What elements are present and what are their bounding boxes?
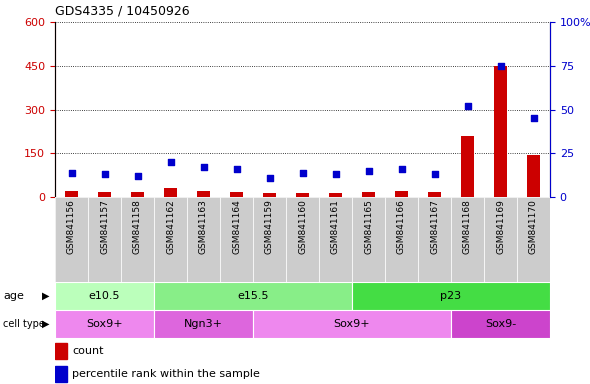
Text: GSM841157: GSM841157 [100, 200, 109, 255]
Point [133, 173, 142, 179]
Text: e10.5: e10.5 [88, 291, 120, 301]
Point [298, 169, 307, 175]
Text: cell type: cell type [3, 319, 45, 329]
Text: age: age [3, 291, 24, 301]
Bar [484, 197, 517, 282]
Bar [494, 66, 507, 197]
Point [166, 159, 175, 165]
Bar [253, 197, 286, 282]
Text: e15.5: e15.5 [237, 291, 269, 301]
Bar [65, 191, 78, 197]
Point [199, 164, 208, 170]
Bar [418, 197, 451, 282]
Point [463, 103, 472, 109]
Text: ▶: ▶ [41, 319, 49, 329]
Point [496, 63, 505, 69]
Point [397, 166, 407, 172]
Bar [451, 197, 484, 282]
Text: GSM841159: GSM841159 [265, 200, 274, 255]
Text: GSM841156: GSM841156 [67, 200, 76, 255]
Bar [352, 282, 550, 310]
Bar [286, 197, 319, 282]
Bar [362, 192, 375, 197]
Bar [395, 191, 408, 197]
Text: count: count [73, 346, 104, 356]
Text: GSM841168: GSM841168 [463, 200, 472, 255]
Bar [220, 197, 253, 282]
Point [364, 168, 373, 174]
Point [265, 175, 274, 181]
Bar [296, 193, 309, 197]
Bar [263, 193, 276, 197]
Bar [461, 136, 474, 197]
Text: GSM841165: GSM841165 [364, 200, 373, 255]
Text: Sox9+: Sox9+ [86, 319, 123, 329]
Bar [319, 197, 352, 282]
Bar [187, 197, 220, 282]
Point [529, 115, 538, 121]
Text: GSM841162: GSM841162 [166, 200, 175, 254]
Bar [197, 190, 210, 197]
Bar [154, 310, 253, 338]
Bar [55, 343, 67, 359]
Bar [55, 366, 67, 382]
Bar [154, 282, 352, 310]
Bar [451, 310, 550, 338]
Bar [88, 197, 121, 282]
Bar [527, 155, 540, 197]
Bar [230, 192, 243, 197]
Bar [253, 310, 451, 338]
Bar [517, 197, 550, 282]
Point [331, 171, 340, 177]
Bar [98, 192, 111, 197]
Bar [385, 197, 418, 282]
Bar [154, 197, 187, 282]
Text: Sox9-: Sox9- [485, 319, 516, 329]
Text: GSM841161: GSM841161 [331, 200, 340, 255]
Bar [55, 197, 88, 282]
Text: GSM841160: GSM841160 [298, 200, 307, 255]
Bar [55, 282, 154, 310]
Text: percentile rank within the sample: percentile rank within the sample [73, 369, 260, 379]
Text: GSM841167: GSM841167 [430, 200, 439, 255]
Bar [131, 192, 144, 197]
Text: GDS4335 / 10450926: GDS4335 / 10450926 [55, 5, 189, 18]
Text: GSM841158: GSM841158 [133, 200, 142, 255]
Text: Sox9+: Sox9+ [334, 319, 371, 329]
Bar [329, 193, 342, 197]
Text: GSM841164: GSM841164 [232, 200, 241, 254]
Text: Ngn3+: Ngn3+ [184, 319, 223, 329]
Bar [352, 197, 385, 282]
Point [232, 166, 241, 172]
Bar [55, 310, 154, 338]
Bar [121, 197, 154, 282]
Text: ▶: ▶ [41, 291, 49, 301]
Bar [164, 188, 177, 197]
Text: GSM841170: GSM841170 [529, 200, 538, 255]
Text: GSM841166: GSM841166 [397, 200, 406, 255]
Bar [428, 192, 441, 197]
Text: GSM841163: GSM841163 [199, 200, 208, 255]
Text: p23: p23 [441, 291, 461, 301]
Point [67, 169, 76, 175]
Point [100, 171, 109, 177]
Text: GSM841169: GSM841169 [496, 200, 505, 255]
Point [430, 171, 439, 177]
